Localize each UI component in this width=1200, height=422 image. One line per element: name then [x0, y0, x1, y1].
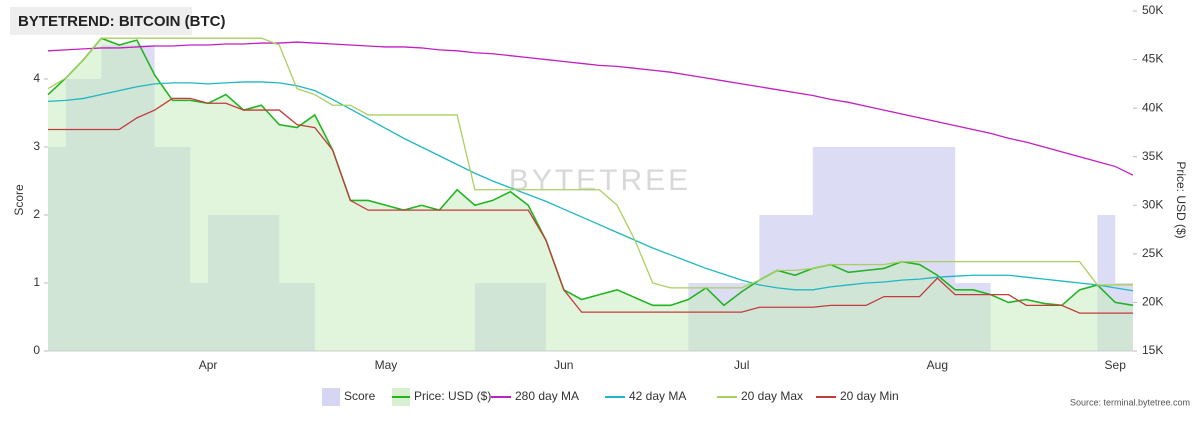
y2-axis-label: Price: USD ($)	[1174, 161, 1188, 238]
x-tick-label: Apr	[199, 358, 218, 372]
plot-area	[47, 37, 1134, 351]
series-line	[47, 37, 1134, 307]
legend-label: 42 day MA	[629, 389, 686, 403]
x-tick-label: Aug	[927, 358, 948, 372]
legend: Score Price: USD ($) 280 day MA 42 day MA 20…	[322, 388, 899, 406]
title-box	[10, 7, 192, 35]
y-tick-label: 3	[33, 139, 40, 153]
watermark: BYTETREE	[509, 164, 691, 197]
legend-swatch	[322, 388, 340, 406]
legend-label: 20 day Min	[840, 389, 899, 403]
price-area	[48, 38, 1133, 351]
y2-tick-label: 20K	[1142, 295, 1163, 309]
series-line	[48, 97, 1133, 314]
chart-title: BYTETREND: BITCOIN (BTC)	[18, 13, 225, 30]
y2-tick-label: 45K	[1142, 52, 1163, 66]
y2-tick-label: 35K	[1142, 149, 1163, 163]
legend-label: 280 day MA	[515, 389, 579, 403]
x-tick-label: Sep	[1105, 358, 1127, 372]
y-tick-label: 2	[33, 207, 40, 221]
y2-tick-label: 30K	[1142, 197, 1163, 211]
y2-tick-label: 40K	[1142, 100, 1163, 114]
series-line	[47, 41, 1134, 176]
legend-label: Score	[344, 389, 376, 403]
series-line	[47, 81, 1134, 292]
legend-label: 20 day Max	[741, 389, 803, 403]
y2-tick-label: 15K	[1142, 343, 1163, 357]
x-tick-label: May	[375, 358, 398, 372]
legend-label: Price: USD ($)	[414, 389, 491, 403]
y-tick-label: 1	[33, 275, 40, 289]
series-line	[47, 37, 1133, 289]
y2-tick-label: 50K	[1142, 3, 1163, 17]
y-tick-label: 4	[33, 71, 40, 85]
y2-tick-label: 25K	[1142, 246, 1163, 260]
x-tick-label: Jun	[554, 358, 573, 372]
y-axis-label: Score	[12, 184, 26, 216]
y-tick-label: 0	[33, 343, 40, 357]
x-tick-label: Jul	[734, 358, 749, 372]
source: Source: terminal.bytetree.com	[1070, 397, 1190, 407]
